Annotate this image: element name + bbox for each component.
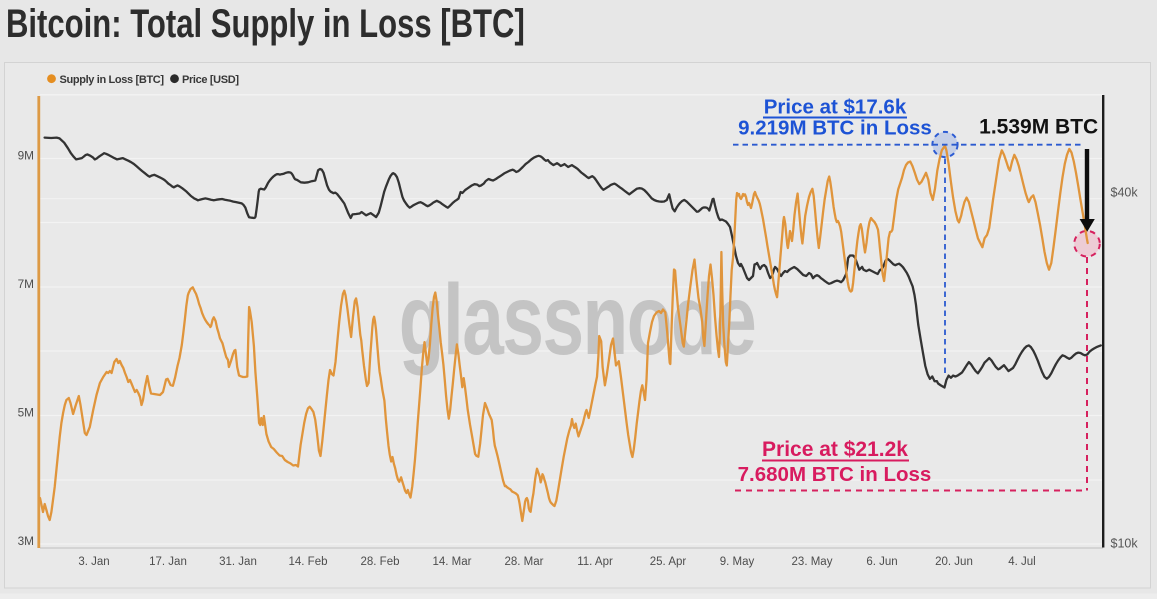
svg-text:17. Jan: 17. Jan — [149, 556, 187, 568]
svg-text:28. Mar: 28. Mar — [505, 556, 544, 568]
svg-text:3. Jan: 3. Jan — [78, 556, 109, 568]
svg-text:Price at $17.6k: Price at $17.6k — [764, 96, 907, 119]
svg-text:Price at $21.2k: Price at $21.2k — [762, 438, 908, 461]
svg-text:$40k: $40k — [1111, 186, 1139, 200]
svg-text:14. Feb: 14. Feb — [289, 556, 328, 568]
svg-text:4. Jul: 4. Jul — [1008, 556, 1036, 568]
svg-text:20. Jun: 20. Jun — [935, 556, 973, 568]
svg-text:11. Apr: 11. Apr — [577, 556, 613, 568]
svg-text:25. Apr: 25. Apr — [650, 556, 687, 568]
svg-text:14. Mar: 14. Mar — [433, 556, 472, 568]
svg-text:3M: 3M — [18, 534, 34, 548]
svg-text:Supply in Loss [BTC]: Supply in Loss [BTC] — [60, 74, 165, 86]
svg-text:9. May: 9. May — [720, 556, 755, 568]
svg-text:Price [USD]: Price [USD] — [182, 74, 239, 86]
svg-text:Bitcoin: Total Supply in Loss: Bitcoin: Total Supply in Loss [BTC] — [6, 1, 525, 46]
svg-text:9M: 9M — [18, 149, 34, 163]
svg-text:1.539M BTC: 1.539M BTC — [979, 116, 1098, 139]
svg-text:7M: 7M — [18, 277, 34, 291]
svg-text:28. Feb: 28. Feb — [361, 556, 400, 568]
svg-text:6. Jun: 6. Jun — [866, 556, 897, 568]
svg-text:9.219M BTC in Loss: 9.219M BTC in Loss — [738, 117, 932, 140]
svg-text:31. Jan: 31. Jan — [219, 556, 257, 568]
svg-text:5M: 5M — [18, 406, 34, 420]
svg-text:23. May: 23. May — [792, 556, 833, 568]
svg-text:$10k: $10k — [1111, 537, 1139, 551]
svg-text:7.680M BTC in Loss: 7.680M BTC in Loss — [738, 463, 932, 486]
